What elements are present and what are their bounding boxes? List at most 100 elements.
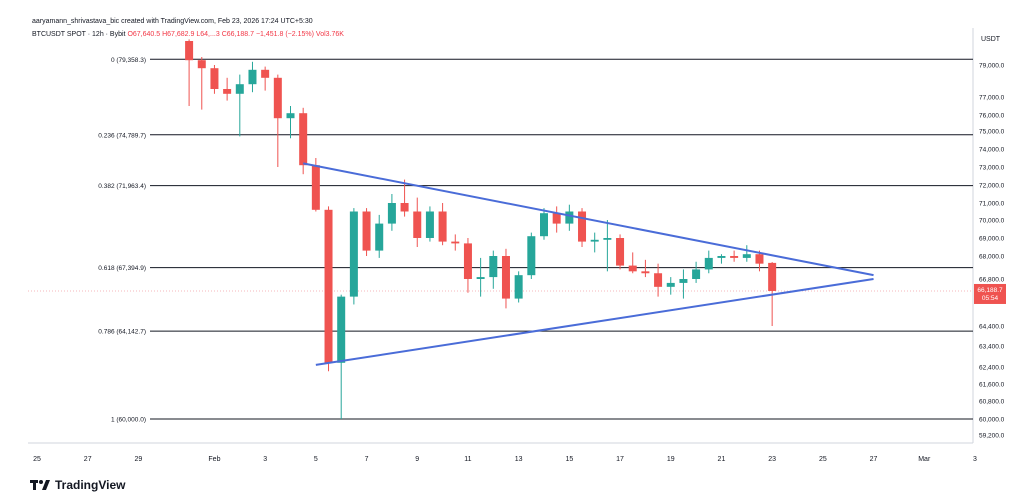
y-tick-label: 62,400.0 (979, 365, 1005, 372)
logo-text: TradingView (55, 478, 126, 492)
candle-body (375, 223, 384, 251)
x-tick-label: 19 (667, 456, 675, 463)
candle-body (311, 165, 320, 210)
candle (210, 65, 219, 94)
candle-body (489, 256, 498, 278)
currency-label: USDT (981, 36, 1001, 43)
candle (362, 208, 371, 256)
candle (540, 208, 548, 240)
candle (299, 107, 308, 175)
candle-body (413, 211, 422, 238)
y-tick-label: 60,000.0 (979, 417, 1005, 424)
candle-body (299, 113, 308, 166)
candle (438, 203, 447, 246)
candle-body (451, 241, 460, 244)
y-tick-label: 64,400.0 (979, 324, 1005, 331)
last-price-countdown: 05:54 (982, 295, 999, 302)
candle-body (628, 265, 637, 272)
y-tick-label: 72,000.0 (979, 183, 1005, 190)
candle (261, 66, 270, 91)
candle (463, 238, 472, 293)
trendline-lower (315, 278, 874, 366)
candle-body (578, 211, 587, 242)
candle (704, 250, 713, 274)
last-price-value: 66,188.7 (977, 287, 1003, 294)
x-tick-label: 21 (718, 456, 726, 463)
candle (286, 106, 295, 139)
candle (603, 220, 612, 272)
y-tick-label: 70,000.0 (979, 218, 1005, 225)
x-tick-label: 5 (314, 456, 318, 463)
y-tick-label: 61,600.0 (979, 382, 1005, 389)
y-tick-label: 74,000.0 (979, 147, 1005, 154)
candle (413, 197, 422, 247)
x-tick-label: 11 (464, 456, 471, 463)
creator-line: aaryamann_shrivastava_bic created with T… (32, 18, 313, 25)
candle (185, 39, 194, 106)
candle-body (755, 254, 764, 264)
candle-body (476, 277, 485, 279)
chart-frame: aaryamann_shrivastava_bic created with T… (14, 14, 1010, 472)
candle (628, 252, 637, 274)
y-tick-label: 71,000.0 (979, 201, 1005, 208)
candle-body (235, 84, 244, 94)
x-tick-label: 25 (819, 456, 827, 463)
candle-body (540, 213, 548, 237)
candle-body (641, 271, 650, 274)
candle-body (666, 282, 675, 287)
fib-level-label: 0.786 (64,142.7) (98, 329, 146, 336)
tradingview-logo[interactable]: TradingView (30, 478, 125, 492)
candle (375, 214, 384, 258)
trendline-upper (302, 162, 874, 277)
candle (679, 269, 688, 299)
ohlc-open: O67,640.5 (127, 31, 161, 38)
candle (223, 77, 232, 101)
candle-body (654, 273, 663, 287)
x-tick-label: 27 (84, 456, 92, 463)
x-tick-label: 3 (263, 456, 267, 463)
candle-body (324, 209, 333, 363)
candle-body (438, 211, 447, 242)
candle (527, 232, 536, 279)
candle (641, 259, 650, 278)
candle-body (337, 296, 346, 363)
candle-body (501, 256, 510, 299)
y-tick-label: 76,000.0 (979, 113, 1005, 120)
candle (616, 234, 625, 270)
candle (654, 263, 663, 297)
fib-level-label: 1 (60,000.0) (111, 417, 146, 424)
candle-body (679, 279, 688, 283)
candle-body (362, 211, 371, 251)
x-tick-label: Mar (918, 456, 931, 463)
candle-body (527, 236, 536, 276)
candle (337, 294, 346, 419)
candle (552, 206, 561, 233)
candle-body (565, 211, 574, 224)
fib-level-label: 0.618 (67,394.9) (98, 265, 146, 272)
candle-body (273, 77, 282, 119)
fib-level-label: 0 (79,358.3) (111, 57, 146, 64)
y-tick-label: 68,000.0 (979, 254, 1005, 261)
y-tick-label: 63,400.0 (979, 344, 1005, 351)
y-tick-label: 75,000.0 (979, 129, 1005, 136)
symbol-name[interactable]: BTCUSDT SPOT · 12h · Bybit (32, 31, 126, 38)
x-tick-label: 17 (616, 456, 624, 463)
candle (476, 257, 485, 297)
candle (514, 271, 523, 303)
candle-body (425, 211, 434, 238)
y-tick-label: 79,000.0 (979, 63, 1005, 70)
ohlc-change: −1,451.8 (−2.15%) (255, 31, 314, 38)
ohlc-close: C66,188.7 (221, 31, 254, 38)
candle (400, 179, 409, 217)
candle (590, 232, 599, 253)
fib-level-label: 0.382 (71,963.4) (98, 183, 146, 190)
candle (578, 208, 587, 247)
candle-body (185, 41, 194, 61)
candle (273, 74, 282, 167)
x-tick-label: 9 (415, 456, 419, 463)
candle-body (730, 256, 739, 258)
candle-body (616, 238, 625, 266)
candle (565, 204, 574, 231)
fib-level-label: 0.236 (74,789.7) (98, 132, 146, 139)
